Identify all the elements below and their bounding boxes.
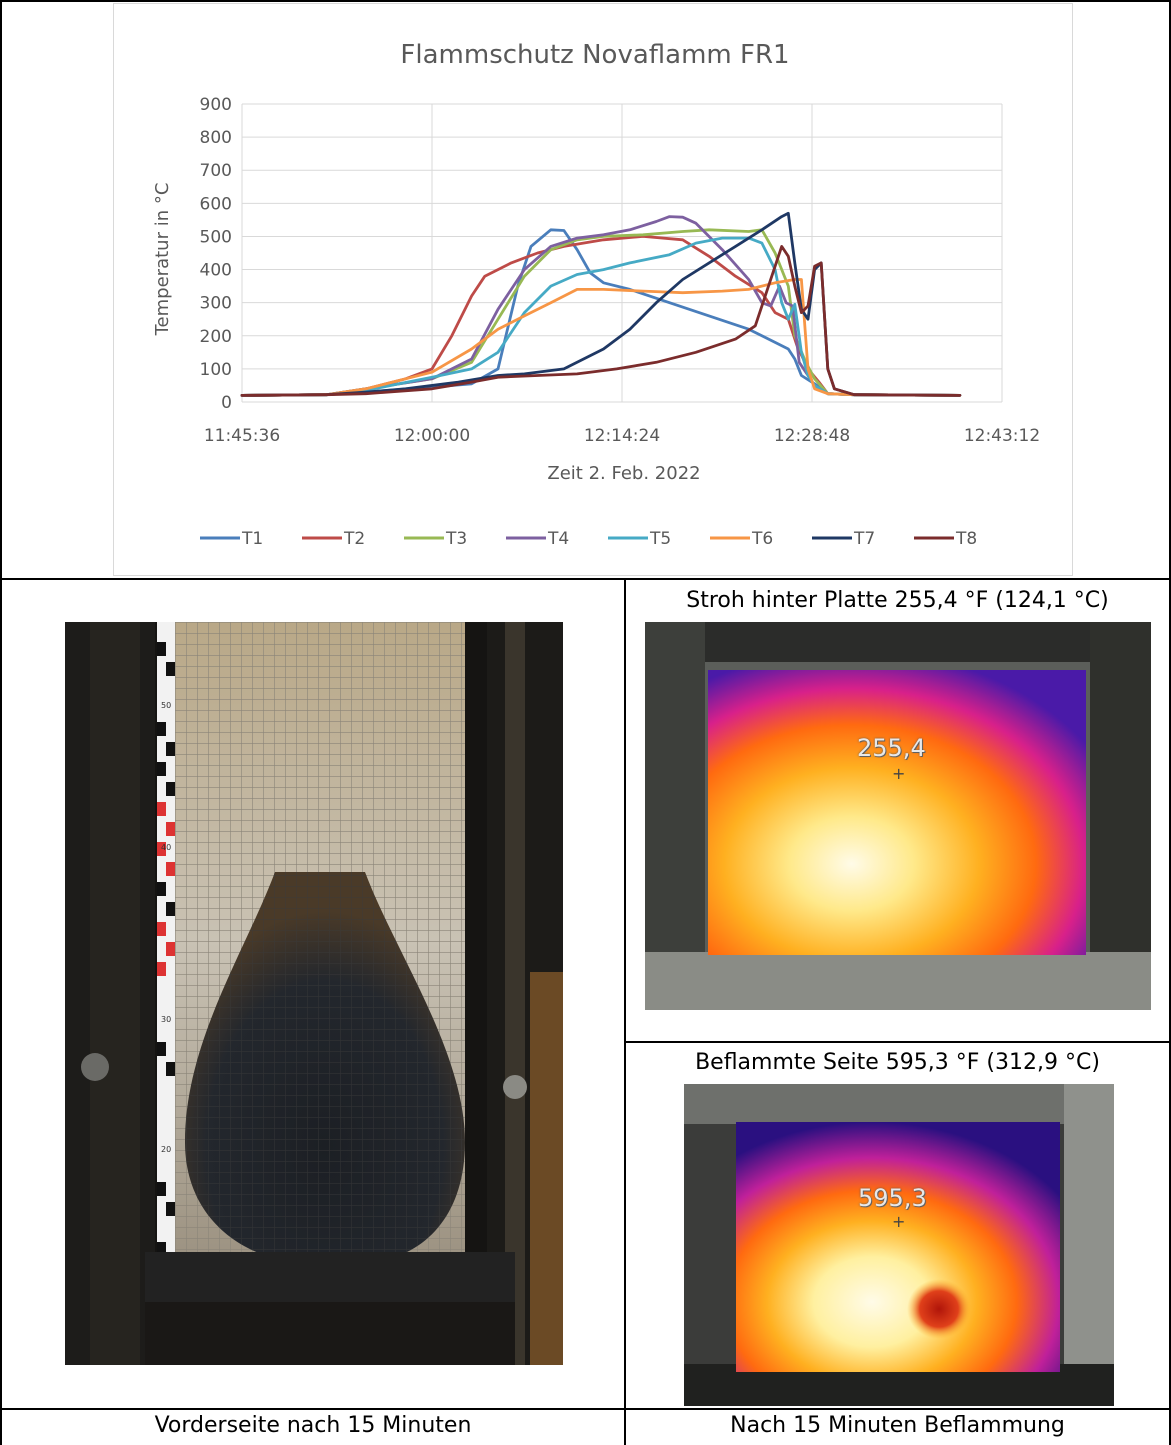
series-line-t5 [240,236,962,397]
line-chart: 0 100 200 300 400 500 600 700 800 900 11:45:36 12:0… [152,40,1041,549]
caption-front-panel: Vorderseite nach 15 Minuten [154,1413,472,1438]
x-tick-label: 12:00:00 [394,426,470,446]
x-tick-label: 12:43:12 [964,426,1040,446]
legend-label-t4: T4 [547,529,569,549]
legend-label-t7: T7 [853,529,875,549]
y-tick-label: 100 [200,360,232,380]
table-border-bottom-row [0,1408,1171,1410]
y-tick-label: 700 [200,161,232,181]
ruler-mark-20: 20 [161,1145,171,1154]
series-line-t8 [240,245,962,397]
legend-label-t2: T2 [343,529,365,549]
series-line-t1 [240,228,962,397]
table-border-top [0,0,1171,2]
legend-label-t3: T3 [445,529,467,549]
table-border-left [0,0,2,1445]
y-tick-label: 400 [200,261,232,281]
table-border-mid-vertical [624,578,626,1445]
ruler-mark-40: 40 [161,843,171,852]
y-tick-label: 300 [200,294,232,314]
axes: 0 100 200 300 400 500 600 700 800 900 11:45:36 12:0… [200,95,1041,446]
legend-label-t1: T1 [241,529,263,549]
y-tick-label: 600 [200,194,232,214]
legend-label-t8: T8 [955,529,977,549]
table-border-right [1169,0,1171,1445]
chart-frame: 0 100 200 300 400 500 600 700 800 900 11:45:36 12:0… [113,3,1073,576]
legend-label-t5: T5 [649,529,671,549]
ruler-mark-50: 50 [161,701,171,710]
legend: T1 T2 T3 T4 T5 T6 T7 T8 [200,529,977,549]
thermo-top-reading: 255,4 [857,734,926,762]
y-tick-label: 0 [221,393,232,413]
series-line-t4 [240,215,962,397]
x-tick-label: 12:14:24 [584,426,660,446]
x-tick-label: 12:28:48 [774,426,850,446]
y-tick-label: 500 [200,227,232,247]
chart-title: Flammschutz Novaflamm FR1 [400,40,789,70]
thermo-top-title: Stroh hinter Platte 255,4 °F (124,1 °C) [686,588,1109,613]
crosshair-icon: + [892,1212,906,1231]
grid [241,103,1003,403]
thermo-bottom-title: Beflammte Seite 595,3 °F (312,9 °C) [695,1050,1100,1075]
legend-label-t6: T6 [751,529,773,549]
photo-front-panel: 50 40 30 20 [65,622,563,1365]
y-tick-label: 900 [200,95,232,115]
table-border-row1 [0,578,1171,580]
crosshair-icon: + [892,764,906,783]
thermal-image-back: 255,4 + [645,622,1151,1010]
y-tick-label: 200 [200,327,232,347]
series-line-t6 [240,278,962,397]
thermo-bottom-reading: 595,3 [858,1184,927,1212]
thermal-image-front: 595,3 + [684,1084,1114,1406]
ruler-mark-30: 30 [161,1015,171,1024]
table-border-right-split [624,1041,1171,1043]
x-axis-label: Zeit 2. Feb. 2022 [547,463,700,484]
thermo-bottom-caption: Nach 15 Minuten Beflammung [730,1413,1065,1438]
x-tick-label: 11:45:36 [204,426,280,446]
y-axis-label: Temperatur in °C [152,183,173,337]
y-tick-label: 800 [200,128,232,148]
series-lines [240,211,962,397]
